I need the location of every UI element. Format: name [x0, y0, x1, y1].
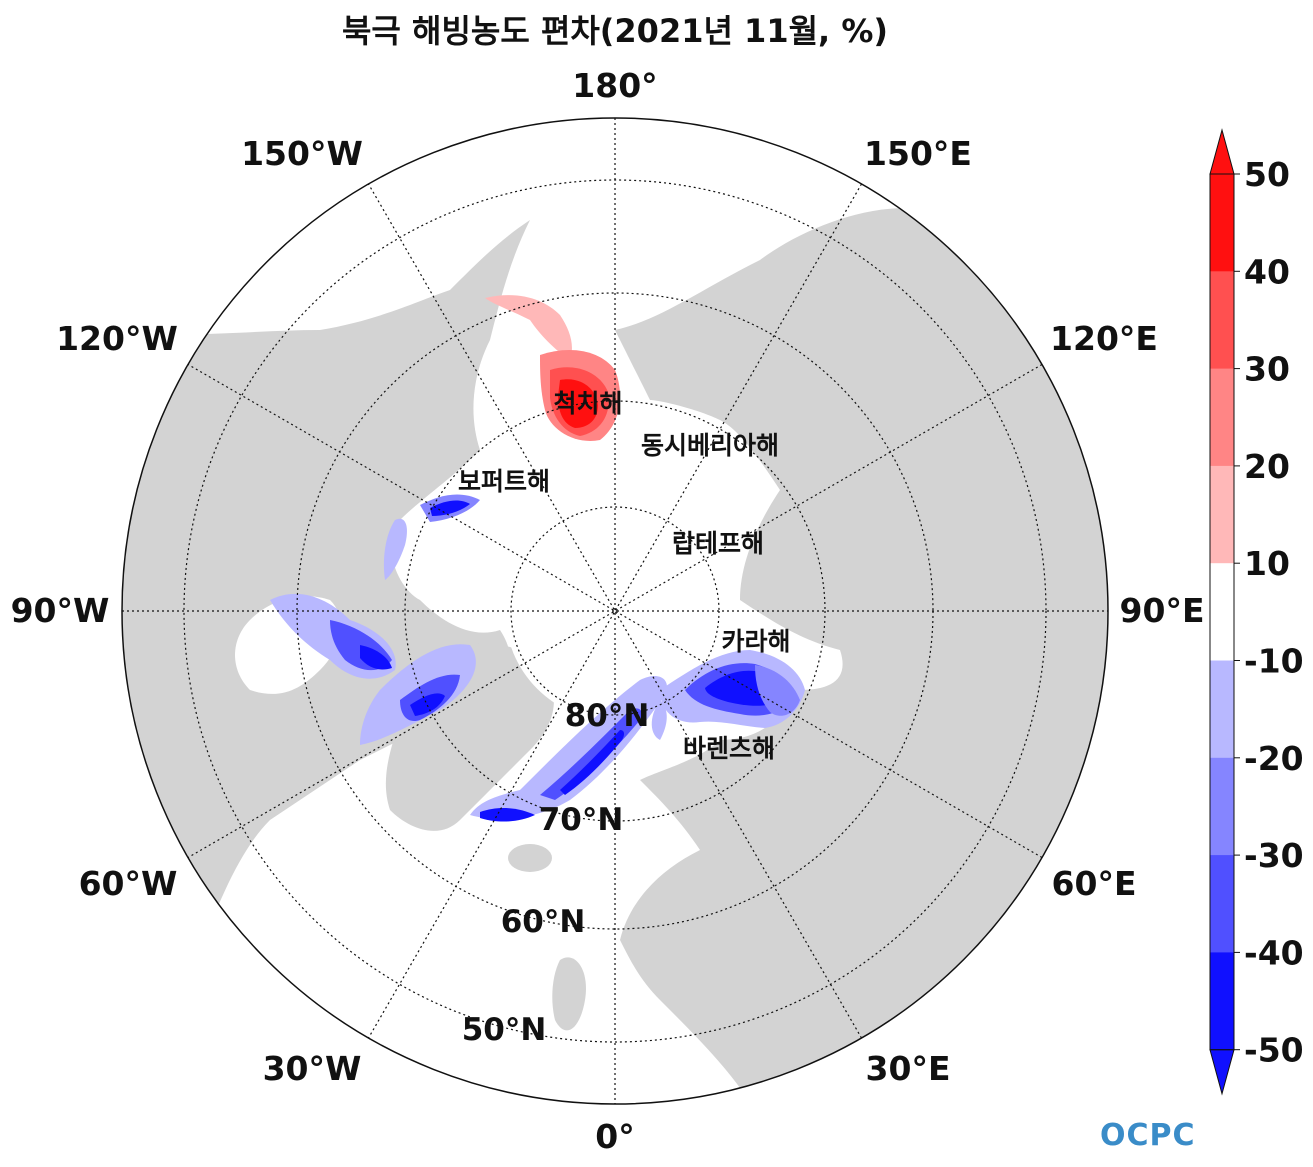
lat-label: 80°N [565, 698, 650, 734]
negative-anomaly-beaufort [383, 494, 480, 580]
sea-label-laptev: 랍테프해 [672, 529, 764, 558]
colorbar-tick-label: -40 [1244, 933, 1304, 972]
colorbar-frame [1209, 173, 1235, 1051]
colorbar-tick-label: 10 [1244, 544, 1290, 583]
lon-label: 120°E [1050, 319, 1158, 358]
colorbar-segment [1210, 757, 1234, 856]
negative-anomaly-canadian [270, 593, 476, 745]
lon-label: 0° [595, 1117, 634, 1156]
longitude-labels: 180° 150°E 120°E 90°E 60°E 30°E 0° 30°W … [11, 66, 1205, 1156]
lon-label: 150°W [241, 134, 363, 173]
lon-label: 90°E [1120, 591, 1205, 630]
lon-label: 60°E [1052, 864, 1137, 903]
colorbar-tick-label: 20 [1244, 447, 1290, 486]
colorbar-segment [1210, 465, 1234, 564]
colorbar-segment [1210, 174, 1234, 272]
sea-label-east-siberian: 동시베리아해 [641, 431, 779, 460]
colorbar-tick-label: -30 [1244, 836, 1304, 875]
colorbar-tick-label: 40 [1244, 252, 1290, 291]
graticule [122, 118, 1108, 1104]
lat-label: 60°N [501, 904, 586, 940]
negative-anomaly-greenland-sea [470, 675, 668, 822]
colorbar-tick-label: -50 [1244, 1031, 1304, 1070]
colorbar-extend-max [1209, 128, 1235, 175]
lat-label: 70°N [539, 802, 624, 838]
lat-circle-70 [404, 400, 826, 822]
sea-labels: 척치해 동시베리아해 보퍼트해 랍테프해 카라해 바렌츠해 [458, 389, 791, 763]
land-british-isles [552, 957, 586, 1031]
lon-label: 180° [572, 66, 657, 105]
colorbar-segment [1210, 952, 1234, 1051]
colorbar-tick-label: -20 [1244, 739, 1304, 778]
sea-label-chukchi: 척치해 [553, 389, 622, 418]
negative-anomaly-barents-kara [651, 650, 805, 740]
colorbar: 50 40 30 20 10 -10 -20 -30 -40 -50 [1209, 128, 1304, 1096]
latitude-labels: 80°N 70°N 60°N 50°N [462, 698, 650, 1048]
colorbar-segment [1210, 563, 1234, 661]
lon-label: 90°W [11, 591, 110, 630]
map-disc [122, 118, 1108, 1104]
sea-label-barents: 바렌츠해 [683, 734, 775, 763]
sea-label-kara: 카라해 [721, 627, 790, 656]
ocpc-logo: OCPC [1100, 1118, 1196, 1153]
sea-label-beaufort: 보퍼트해 [458, 467, 550, 496]
positive-anomaly-chukchi [485, 295, 620, 441]
colorbar-tick-label: 30 [1244, 350, 1290, 389]
lon-label: 30°W [263, 1049, 362, 1088]
map-title: 북극 해빙농도 편차(2021년 11월, %) [341, 12, 889, 50]
central-arctic [505, 501, 725, 721]
land-iceland [508, 844, 552, 872]
lon-label: 150°E [864, 134, 972, 173]
colorbar-segment [1210, 855, 1234, 953]
lon-label: 60°W [79, 864, 178, 903]
colorbar-extend-min [1209, 1049, 1235, 1096]
colorbar-segment [1210, 368, 1234, 467]
colorbar-segment [1210, 660, 1234, 759]
lon-label: 120°W [56, 319, 178, 358]
colorbar-tick-label: -10 [1244, 642, 1304, 681]
colorbar-segment [1210, 271, 1234, 370]
land-eurasia [615, 208, 1108, 1104]
map-boundary [121, 117, 1109, 1105]
lon-label: 30°E [866, 1049, 951, 1088]
colorbar-tick-label: 50 [1244, 155, 1290, 194]
lat-label: 50°N [462, 1012, 547, 1048]
